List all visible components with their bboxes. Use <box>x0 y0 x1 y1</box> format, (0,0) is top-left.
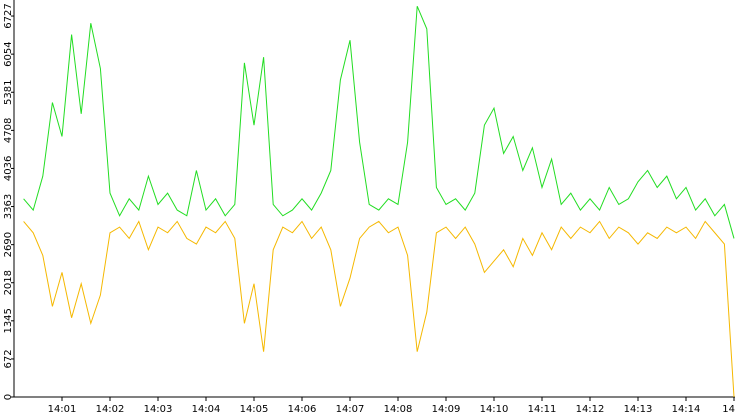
y-tick-label: 1345 <box>3 308 14 333</box>
y-tick-label: 4708 <box>3 118 14 143</box>
x-tick-label: 14:01 <box>48 404 77 415</box>
x-tick-label: 14:12 <box>576 404 605 415</box>
x-tick-label: 14:11 <box>528 404 557 415</box>
y-tick-label: 4036 <box>3 156 14 181</box>
y-tick-label: 0 <box>3 394 14 400</box>
x-tick-label: 14 <box>722 404 735 415</box>
x-tick-label: 14:07 <box>336 404 365 415</box>
series-line <box>23 220 735 398</box>
y-tick-label: 6727 <box>3 3 14 28</box>
y-tick-label: 6054 <box>3 41 14 66</box>
y-tick-label: 5381 <box>3 80 14 105</box>
y-tick-label: 2690 <box>3 232 14 257</box>
x-tick-label: 14:14 <box>672 404 701 415</box>
y-tick-label: 3363 <box>3 194 14 219</box>
x-tick-label: 14:06 <box>288 404 317 415</box>
x-tick-label: 14:10 <box>480 404 509 415</box>
x-tick-label: 14:04 <box>192 404 221 415</box>
x-tick-label: 14:09 <box>432 404 461 415</box>
x-tick-label: 14:02 <box>96 404 125 415</box>
y-tick-label: 2018 <box>3 270 14 295</box>
series-line <box>23 6 735 239</box>
x-tick-label: 14:05 <box>240 404 269 415</box>
y-tick-label: 672 <box>3 349 14 368</box>
x-tick-label: 14:08 <box>384 404 413 415</box>
x-tick-label: 14:03 <box>144 404 173 415</box>
x-tick-label: 14:13 <box>624 404 653 415</box>
